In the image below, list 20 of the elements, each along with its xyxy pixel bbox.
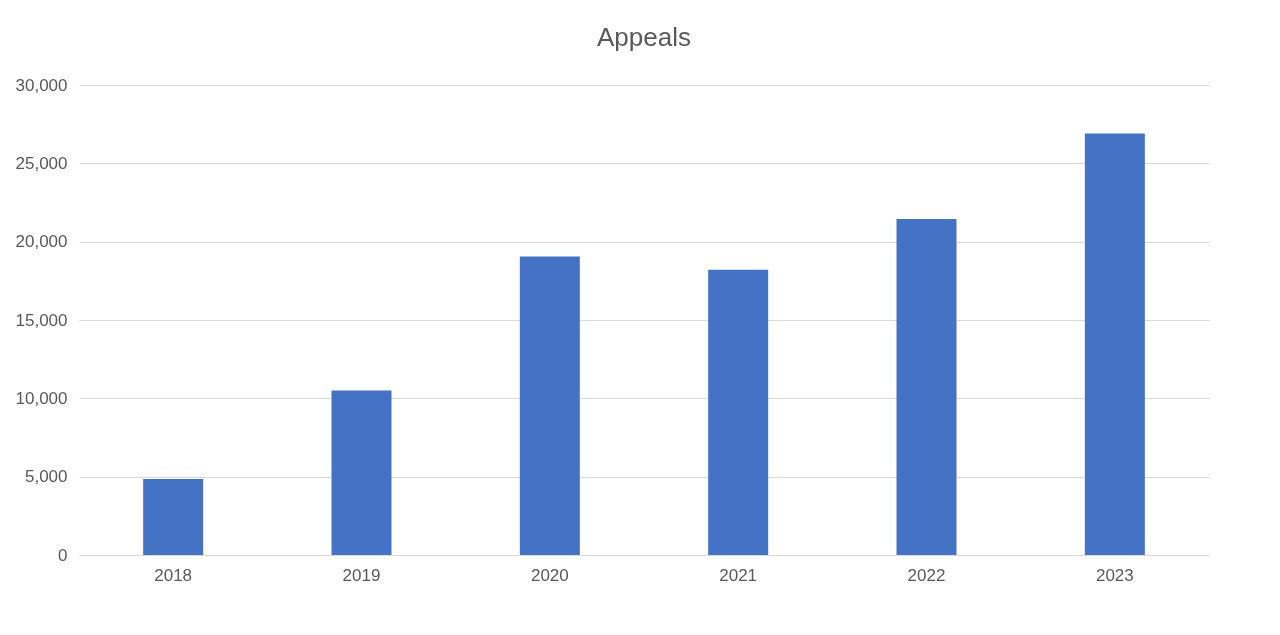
chart-title: Appeals <box>597 22 691 52</box>
x-tick-label: 2019 <box>342 565 381 585</box>
y-tick-label: 25,000 <box>15 153 68 173</box>
x-tick-label: 2023 <box>1095 565 1134 585</box>
y-tick-label: 0 <box>58 545 68 565</box>
x-tick-label: 2018 <box>154 565 193 585</box>
bar <box>331 390 392 555</box>
bar <box>519 256 580 555</box>
y-tick-label: 20,000 <box>15 232 68 252</box>
x-tick-label: 2020 <box>530 565 569 585</box>
bar <box>1084 133 1145 555</box>
y-tick-label: 5,000 <box>24 467 68 487</box>
bar <box>143 479 204 555</box>
y-tick-label: 30,000 <box>15 75 68 95</box>
y-tick-label: 10,000 <box>15 388 68 408</box>
y-tick-label: 15,000 <box>15 310 68 330</box>
bar <box>896 218 957 555</box>
x-tick-label: 2022 <box>907 565 946 585</box>
x-tick-label: 2021 <box>719 565 758 585</box>
bar <box>708 269 769 555</box>
